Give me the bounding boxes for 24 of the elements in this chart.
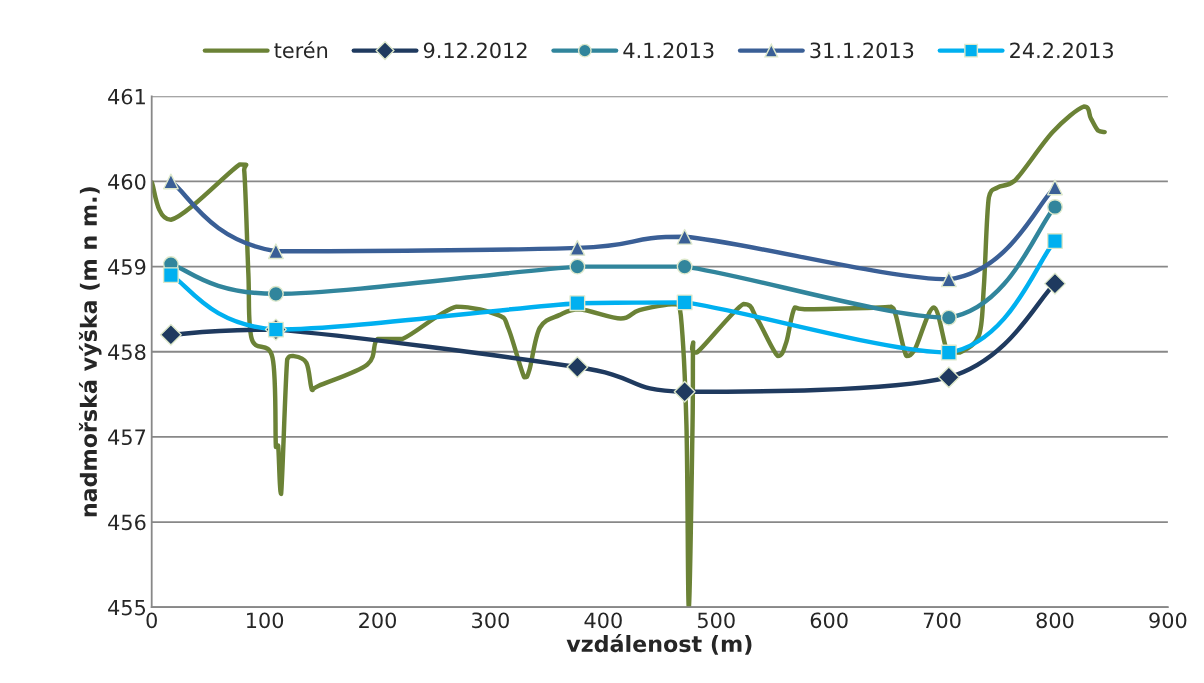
y-tick-label: 457 [108,429,146,446]
y-axis-title: nadmořská výška (m n m.) [78,187,102,517]
y-tick-label: 458 [108,344,146,360]
x-tick-label: 0 [146,612,157,629]
y-tick-label: 455 [108,599,146,616]
x-tick-label: 300 [472,612,509,629]
x-tick-label: 700 [923,612,961,629]
x-tick-label: 600 [810,612,848,629]
legend-label: 31.1.2013 [810,42,914,59]
x-tick-label: 200 [359,612,397,629]
y-tick-label: 456 [108,514,146,531]
y-tick-label: 461 [108,88,145,105]
legend-label: terén [274,41,328,59]
x-axis-title: vzdálenost (m) [566,634,752,655]
x-tick-label: 500 [697,612,735,629]
x-tick-label: 900 [1149,612,1187,629]
x-tick-label: 400 [584,612,622,629]
y-tick-label: 459 [108,259,146,275]
x-tick-label: 100 [247,612,284,629]
legend-label: 4.1.2013 [623,42,714,59]
legend-label: 9.12.2012 [423,42,527,59]
legend-label: 24.2.2013 [1010,42,1113,59]
y-tick-label: 460 [108,173,146,190]
x-tick-label: 800 [1036,612,1074,629]
